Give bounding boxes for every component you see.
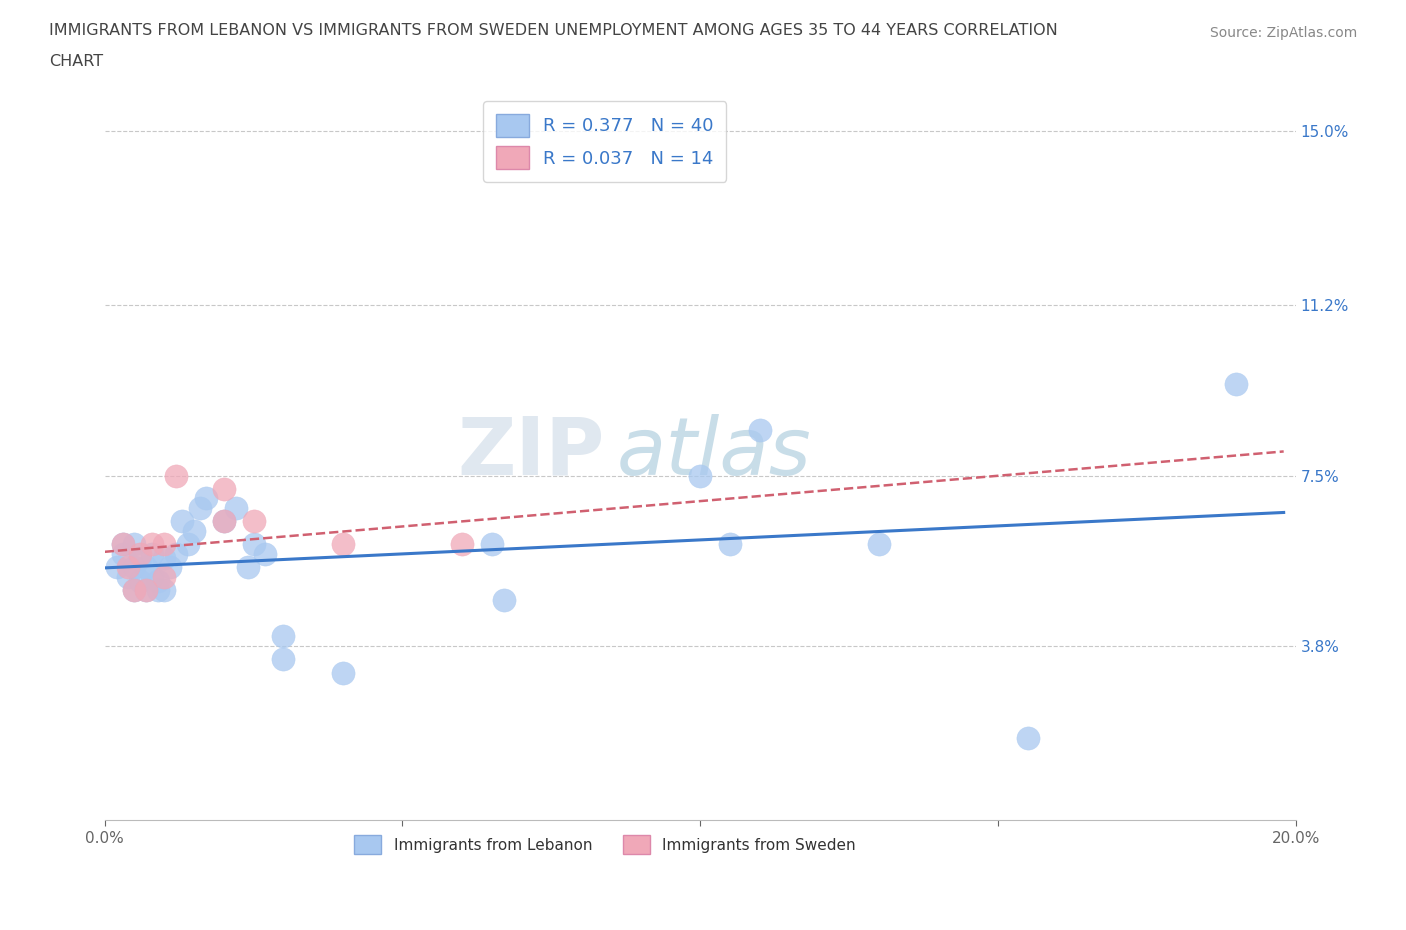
Point xyxy=(111,537,134,551)
Point xyxy=(748,422,770,437)
Point xyxy=(153,537,176,551)
Point xyxy=(242,514,264,529)
Point xyxy=(194,491,217,506)
Point xyxy=(124,583,146,598)
Point xyxy=(172,514,194,529)
Point xyxy=(165,468,187,483)
Text: CHART: CHART xyxy=(49,54,103,69)
Point xyxy=(135,560,157,575)
Point xyxy=(129,546,152,561)
Legend: Immigrants from Lebanon, Immigrants from Sweden: Immigrants from Lebanon, Immigrants from… xyxy=(347,829,862,860)
Point xyxy=(212,514,235,529)
Point xyxy=(153,583,176,598)
Point xyxy=(242,537,264,551)
Point xyxy=(124,560,146,575)
Point xyxy=(254,546,277,561)
Point xyxy=(212,482,235,497)
Point xyxy=(159,560,181,575)
Point xyxy=(868,537,890,551)
Point xyxy=(188,500,211,515)
Point xyxy=(141,569,163,584)
Point xyxy=(135,583,157,598)
Point xyxy=(111,546,134,561)
Point xyxy=(332,666,354,681)
Point xyxy=(332,537,354,551)
Point xyxy=(718,537,741,551)
Point xyxy=(124,537,146,551)
Point xyxy=(273,629,295,644)
Text: Source: ZipAtlas.com: Source: ZipAtlas.com xyxy=(1209,26,1357,40)
Point xyxy=(183,524,205,538)
Point xyxy=(225,500,247,515)
Point xyxy=(148,574,170,589)
Point xyxy=(153,569,176,584)
Text: ZIP: ZIP xyxy=(457,414,605,492)
Point xyxy=(141,537,163,551)
Text: IMMIGRANTS FROM LEBANON VS IMMIGRANTS FROM SWEDEN UNEMPLOYMENT AMONG AGES 35 TO : IMMIGRANTS FROM LEBANON VS IMMIGRANTS FR… xyxy=(49,23,1057,38)
Point xyxy=(153,551,176,565)
Point xyxy=(1017,730,1039,745)
Text: atlas: atlas xyxy=(617,414,811,492)
Point xyxy=(492,592,515,607)
Point xyxy=(689,468,711,483)
Point xyxy=(165,546,187,561)
Point xyxy=(212,514,235,529)
Point xyxy=(117,569,139,584)
Point xyxy=(481,537,503,551)
Point xyxy=(111,537,134,551)
Point xyxy=(236,560,259,575)
Point xyxy=(177,537,200,551)
Point xyxy=(451,537,474,551)
Point xyxy=(124,583,146,598)
Point xyxy=(141,546,163,561)
Point xyxy=(105,560,128,575)
Point xyxy=(135,583,157,598)
Point xyxy=(273,652,295,667)
Point xyxy=(117,560,139,575)
Point xyxy=(129,551,152,565)
Point xyxy=(148,583,170,598)
Point xyxy=(129,574,152,589)
Point xyxy=(1225,376,1247,391)
